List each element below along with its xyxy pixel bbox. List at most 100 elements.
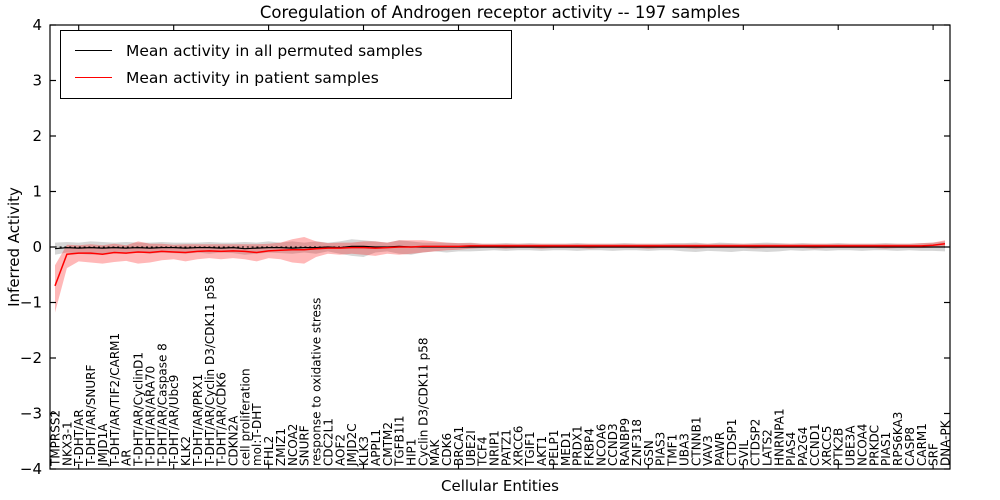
x-category-label: PTK2B	[832, 428, 846, 466]
x-category-label: cell proliferation	[238, 368, 252, 466]
x-category-label: T-DHT/AR/Cyclin D3/CDK11 p58	[203, 277, 217, 467]
x-category-label: NCOA2	[286, 424, 300, 466]
x-category-label: SVIL	[737, 440, 751, 466]
x-category-label: DNA-PK	[939, 419, 953, 466]
x-category-label: CASP8	[903, 427, 917, 466]
x-category-label: Cyclin D3/CDK11 p58	[416, 337, 430, 466]
x-category-label: RPS6KA3	[891, 412, 905, 466]
legend-entry-permuted: Mean activity in all permuted samples	[71, 37, 501, 64]
permuted-mean-line	[54, 245, 945, 250]
x-category-label: XRCC5	[820, 426, 834, 466]
x-category-label: PAWR	[713, 432, 727, 466]
x-category-label: KLK3	[357, 436, 371, 466]
x-category-label: NCOA6	[594, 424, 608, 466]
x-category-label: AOF2	[333, 434, 347, 466]
x-category-label: SRF	[927, 443, 941, 466]
y-tick-label: 2	[32, 127, 42, 145]
x-category-label: PIAS4	[784, 432, 798, 466]
x-axis-label: Cellular Entities	[441, 477, 559, 495]
x-category-label: TGFB1I1	[393, 415, 407, 467]
x-category-label: PIAS1	[879, 432, 893, 466]
x-category-label: HNRNPA1	[772, 408, 786, 466]
x-category-label: CCND3	[606, 423, 620, 466]
x-category-label: TCF4	[476, 436, 490, 467]
x-category-label: APPL1	[369, 429, 383, 466]
x-category-label: T-DHT/AR/CDK6	[215, 372, 229, 467]
y-tick-label: −3	[20, 405, 42, 423]
y-tick-label: 0	[32, 238, 42, 256]
legend: Mean activity in all permuted samples Me…	[60, 30, 512, 99]
x-category-label: FKBP4	[583, 428, 597, 466]
x-category-label: FHL2	[262, 436, 276, 466]
patient-mean-line	[54, 242, 946, 287]
x-category-label: TMPRSS2	[49, 410, 63, 467]
x-category-label: UBA3	[677, 433, 691, 466]
y-tick-label: −1	[20, 294, 42, 312]
patient-line-sample-icon	[75, 77, 112, 78]
x-category-label: mol:T-DHT	[250, 403, 264, 466]
permuted-band	[55, 239, 945, 257]
x-category-label: UBE2I	[464, 430, 478, 466]
x-category-label: PIAS3	[654, 432, 668, 466]
x-category-label: T-DHT/AR/Ubc9	[167, 375, 181, 467]
permuted-line-sample-icon	[75, 50, 112, 51]
x-category-label: GSN	[642, 440, 656, 466]
x-category-label: XRCC6	[511, 426, 525, 466]
x-category-label: response to oxidative stress	[310, 298, 324, 466]
x-category-label: JMJD2C	[345, 423, 359, 467]
x-category-label: PRKDC	[867, 425, 881, 466]
x-category-label: ZNF318	[630, 419, 644, 466]
x-category-label: T-DHT/AR/PRX1	[191, 374, 205, 467]
chart-title: Coregulation of Androgen receptor activi…	[259, 3, 741, 22]
x-category-label: T-DHT/AR/TIF2/CARM1	[108, 333, 122, 467]
x-category-label: CDKN2A	[227, 415, 241, 466]
x-category-label: PA2G4	[796, 427, 810, 466]
legend-label-patient: Mean activity in patient samples	[126, 68, 379, 87]
x-category-label: KLK2	[179, 436, 193, 466]
x-category-label: MED1	[559, 431, 573, 466]
x-category-label: AKT1	[535, 436, 549, 466]
y-tick-label: 1	[32, 183, 42, 201]
x-category-label: NKX3-1	[60, 421, 74, 466]
x-category-label: AR	[120, 449, 134, 466]
x-category-label: T-DHT/AR/Caspase 8	[155, 343, 169, 467]
x-category-label: UBE3A	[844, 425, 858, 466]
x-category-label: CCND1	[808, 423, 822, 466]
x-category-label: NRIP1	[488, 430, 502, 466]
legend-entry-patient: Mean activity in patient samples	[71, 64, 501, 91]
x-category-label: T-DHT/AR	[72, 409, 86, 467]
x-category-label: NCOA4	[855, 424, 869, 466]
x-category-label: T-DHT/AR/CyclinD1	[132, 352, 146, 467]
patient-band	[55, 237, 945, 313]
x-category-label: T-DHT/AR/ARA70	[143, 366, 157, 467]
y-tick-label: −2	[20, 349, 42, 367]
x-category-label: SNURF	[298, 425, 312, 466]
x-category-label: BRCA1	[452, 426, 466, 466]
x-category-label: CDC2L1	[321, 418, 335, 466]
x-category-label: ZMIZ1	[274, 428, 288, 466]
x-category-label: PELP1	[547, 430, 561, 466]
legend-label-permuted: Mean activity in all permuted samples	[126, 41, 423, 60]
x-category-label: CTNNB1	[689, 416, 703, 466]
y-tick-label: 4	[32, 16, 42, 34]
x-category-label: TGIF1	[523, 431, 537, 467]
x-category-label: PRDX1	[571, 425, 585, 466]
x-category-label: CDK6	[440, 433, 454, 466]
x-category-label: HIP1	[405, 439, 419, 466]
x-category-label: MAK	[428, 438, 442, 466]
x-category-label: PATZ1	[499, 429, 513, 466]
y-tick-label: −4	[20, 460, 42, 478]
x-category-label: CTDSP1	[725, 419, 739, 466]
x-category-label: TMF1	[666, 434, 680, 467]
x-category-label: CMTM2	[381, 422, 395, 466]
y-axis-label: Inferred Activity	[5, 187, 23, 307]
x-category-label: CARM1	[915, 423, 929, 466]
x-category-label: T-DHT/AR/SNURF	[84, 365, 98, 468]
x-category-label: RANBP9	[618, 418, 632, 466]
x-category-label: CTDSP2	[749, 419, 763, 466]
x-category-label: LATS2	[761, 429, 775, 466]
y-tick-label: 3	[32, 72, 42, 90]
x-category-label: VAV3	[701, 435, 715, 466]
